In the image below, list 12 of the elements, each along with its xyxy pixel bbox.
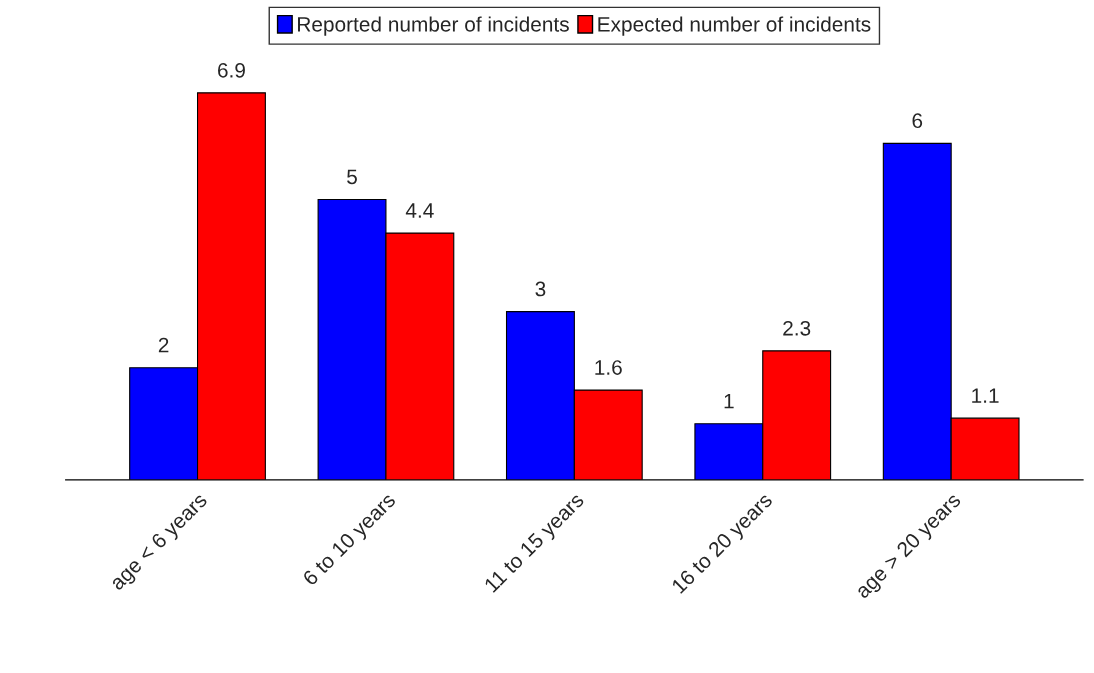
data-label: 3 bbox=[535, 281, 546, 297]
legend-label: Reported number of incidents bbox=[298, 16, 569, 36]
data-label: 5 bbox=[347, 169, 357, 185]
legend-label: Expected number of incidents bbox=[598, 16, 871, 36]
data-label: 6.9 bbox=[218, 62, 245, 78]
data-label: 4.4 bbox=[405, 203, 434, 218]
data-label: 1.1 bbox=[972, 388, 999, 403]
data-label: 6 bbox=[912, 113, 923, 129]
data-label: 2.3 bbox=[783, 320, 811, 336]
data-label: 1.6 bbox=[595, 360, 622, 375]
data-label: 1 bbox=[724, 394, 734, 409]
data-label: 2 bbox=[158, 337, 169, 353]
